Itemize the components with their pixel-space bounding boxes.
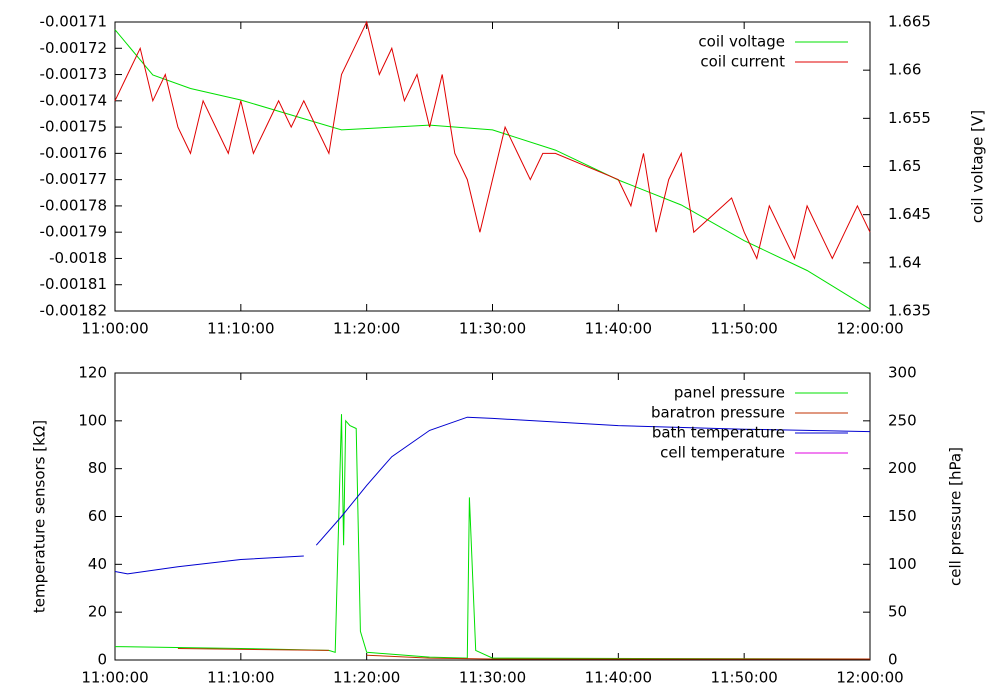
x-tick-label: 11:10:00	[207, 320, 274, 338]
y-tick-label: 0	[97, 651, 107, 669]
y-tick-label: -0.00177	[40, 170, 107, 188]
y2-tick-label: 1.66	[888, 61, 921, 79]
y-tick-label: -0.00175	[40, 118, 107, 136]
legend-label: coil current	[700, 53, 785, 71]
y-tick-label: -0.00173	[40, 65, 107, 83]
y-tick-label: 20	[88, 603, 107, 621]
legend-label: panel pressure	[674, 384, 785, 402]
y2-tick-label: 50	[888, 603, 907, 621]
x-tick-label: 12:00:00	[836, 320, 903, 338]
series-line	[114, 20, 871, 260]
x-tick-label: 11:10:00	[207, 669, 274, 687]
legend-label: baratron pressure	[651, 404, 785, 422]
legend-label: bath temperature	[652, 424, 785, 442]
y-tick-label: 40	[88, 555, 107, 573]
y2-tick-label: 1.65	[888, 157, 921, 175]
y-tick-label: -0.00178	[40, 196, 107, 214]
y-tick-label: -0.0018	[49, 249, 107, 267]
legend-label: cell temperature	[660, 444, 785, 462]
y2-tick-label: 300	[888, 364, 917, 382]
x-tick-label: 12:00:00	[836, 669, 903, 687]
legend-label: coil voltage	[698, 33, 785, 51]
y2-tick-label: 250	[888, 411, 917, 429]
series-line	[114, 416, 871, 575]
y-tick-label: 120	[78, 364, 107, 382]
y-axis-label: temperature sensors [kΩ]	[31, 420, 49, 613]
y2-axis-label: coil voltage [V]	[969, 110, 987, 223]
y2-tick-label: 1.645	[888, 205, 931, 223]
y2-tick-label: 200	[888, 459, 917, 477]
x-tick-label: 11:40:00	[585, 320, 652, 338]
y-tick-label: 60	[88, 507, 107, 525]
x-tick-label: 11:20:00	[333, 320, 400, 338]
y-tick-label: -0.00181	[40, 275, 107, 293]
y2-tick-label: 0	[888, 651, 898, 669]
y-tick-label: -0.00171	[40, 13, 107, 31]
x-tick-label: 11:20:00	[333, 669, 400, 687]
y2-axis-label: cell pressure [hPa]	[947, 447, 965, 586]
y2-tick-label: 1.655	[888, 109, 931, 127]
x-tick-label: 11:30:00	[459, 669, 526, 687]
y-tick-label: 80	[88, 459, 107, 477]
y-tick-label: -0.00182	[40, 302, 107, 320]
x-tick-label: 11:40:00	[585, 669, 652, 687]
y2-tick-label: 1.665	[888, 13, 931, 31]
y2-tick-label: 100	[888, 555, 917, 573]
x-tick-label: 11:50:00	[710, 320, 777, 338]
x-tick-label: 11:50:00	[710, 669, 777, 687]
y-tick-label: 100	[78, 411, 107, 429]
y2-tick-label: 1.635	[888, 302, 931, 320]
series-line	[114, 29, 871, 310]
x-tick-label: 11:00:00	[81, 669, 148, 687]
y2-tick-label: 1.64	[888, 253, 921, 271]
x-tick-label: 11:30:00	[459, 320, 526, 338]
x-tick-label: 11:00:00	[81, 320, 148, 338]
y-tick-label: -0.00179	[40, 223, 107, 241]
series-line	[177, 648, 870, 660]
y-tick-label: -0.00174	[40, 91, 107, 109]
y-tick-label: -0.00176	[40, 144, 107, 162]
y-tick-label: -0.00172	[40, 39, 107, 57]
y2-tick-label: 150	[888, 507, 917, 525]
series-line	[114, 414, 871, 660]
